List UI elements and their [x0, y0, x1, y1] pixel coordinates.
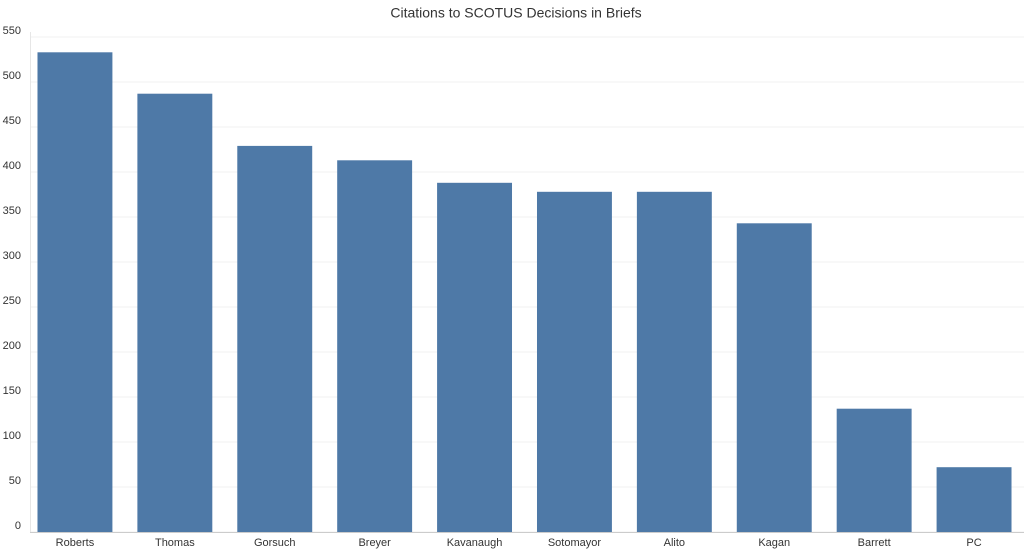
bar — [536, 191, 612, 533]
x-tick-label: Kavanaugh — [447, 537, 503, 549]
x-tick-label: PC — [966, 537, 981, 549]
y-tick-label: 450 — [3, 115, 21, 127]
y-tick-label: 50 — [9, 475, 21, 487]
x-tick-label: Barrett — [858, 537, 891, 549]
bar — [437, 182, 513, 533]
y-tick-label: 200 — [3, 340, 21, 352]
y-tick-label: 550 — [3, 25, 21, 37]
y-tick-label: 150 — [3, 385, 21, 397]
x-tick-label: Kagan — [758, 537, 790, 549]
y-tick-label: 250 — [3, 295, 21, 307]
bar — [736, 223, 812, 533]
x-tick-label: Sotomayor — [548, 537, 602, 549]
chart-title: Citations to SCOTUS Decisions in Briefs — [390, 5, 641, 21]
bar — [836, 408, 912, 532]
y-tick-label: 400 — [3, 160, 21, 172]
x-tick-label: Alito — [664, 537, 685, 549]
bar — [237, 145, 313, 532]
y-tick-label: 100 — [3, 430, 21, 442]
x-tick-label: Gorsuch — [254, 537, 296, 549]
y-tick-label: 500 — [3, 70, 21, 82]
bar — [37, 52, 113, 533]
bar — [636, 191, 712, 533]
x-tick-label: Thomas — [155, 537, 195, 549]
x-tick-label: Roberts — [56, 537, 95, 549]
y-tick-label: 350 — [3, 205, 21, 217]
bar — [936, 467, 1012, 532]
y-tick-label: 0 — [15, 520, 21, 532]
y-tick-label: 300 — [3, 250, 21, 262]
bar — [337, 160, 413, 533]
bar — [137, 93, 213, 532]
x-tick-label: Breyer — [358, 537, 391, 549]
